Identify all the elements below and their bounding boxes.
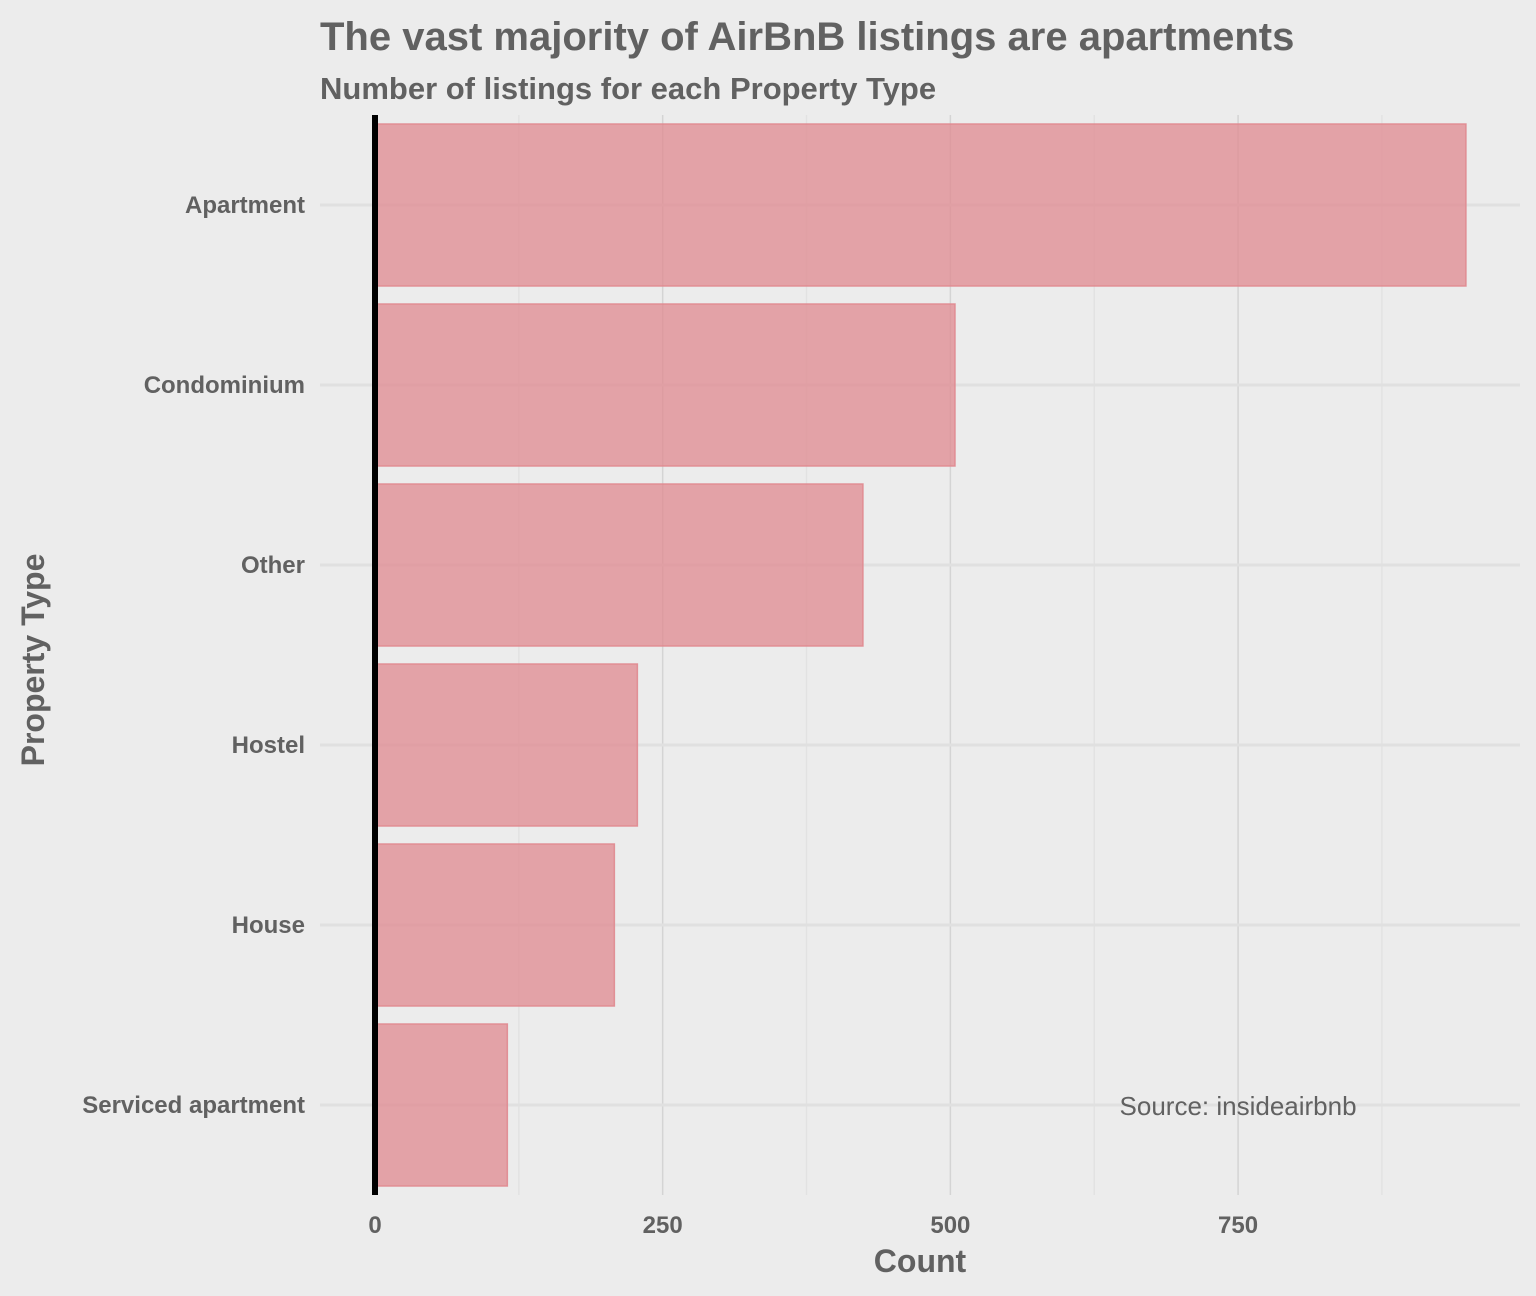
- x-tick-label: 750: [1218, 1212, 1258, 1239]
- chart-title: The vast majority of AirBnB listings are…: [320, 15, 1294, 59]
- x-tick-labels: 0 250 500 750: [368, 1212, 1258, 1239]
- y-tick-labels: Apartment Condominium Other Hostel House Serv…: [82, 192, 305, 1119]
- bar-other: [374, 483, 864, 647]
- y-tick-label: Apartment: [185, 192, 305, 219]
- x-tick-label: 0: [368, 1212, 381, 1239]
- x-tick-label: 500: [930, 1212, 970, 1239]
- bar-hostel: [374, 663, 639, 827]
- bars: [374, 123, 1467, 1187]
- x-axis-title: Count: [874, 1243, 967, 1279]
- bar-serviced-apartment: [374, 1023, 509, 1187]
- y-tick-label: Other: [241, 552, 305, 579]
- chart-subtitle: Number of listings for each Property Typ…: [320, 71, 936, 106]
- y-tick-label: Serviced apartment: [82, 1092, 305, 1119]
- y-axis-title: Property Type: [15, 554, 51, 767]
- source-annotation: Source: insideairbnb: [1120, 1091, 1357, 1121]
- y-tick-label: Hostel: [232, 732, 305, 759]
- y-tick-label: House: [232, 912, 305, 939]
- bar-condominium: [374, 303, 956, 467]
- x-tick-label: 250: [643, 1212, 683, 1239]
- bar-apartment: [374, 123, 1467, 287]
- bar-house: [374, 843, 616, 1007]
- y-tick-label: Condominium: [144, 372, 305, 399]
